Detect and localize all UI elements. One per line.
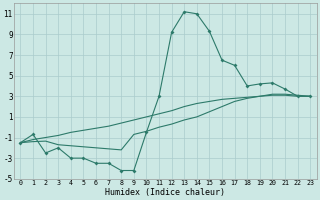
X-axis label: Humidex (Indice chaleur): Humidex (Indice chaleur) [105,188,225,197]
